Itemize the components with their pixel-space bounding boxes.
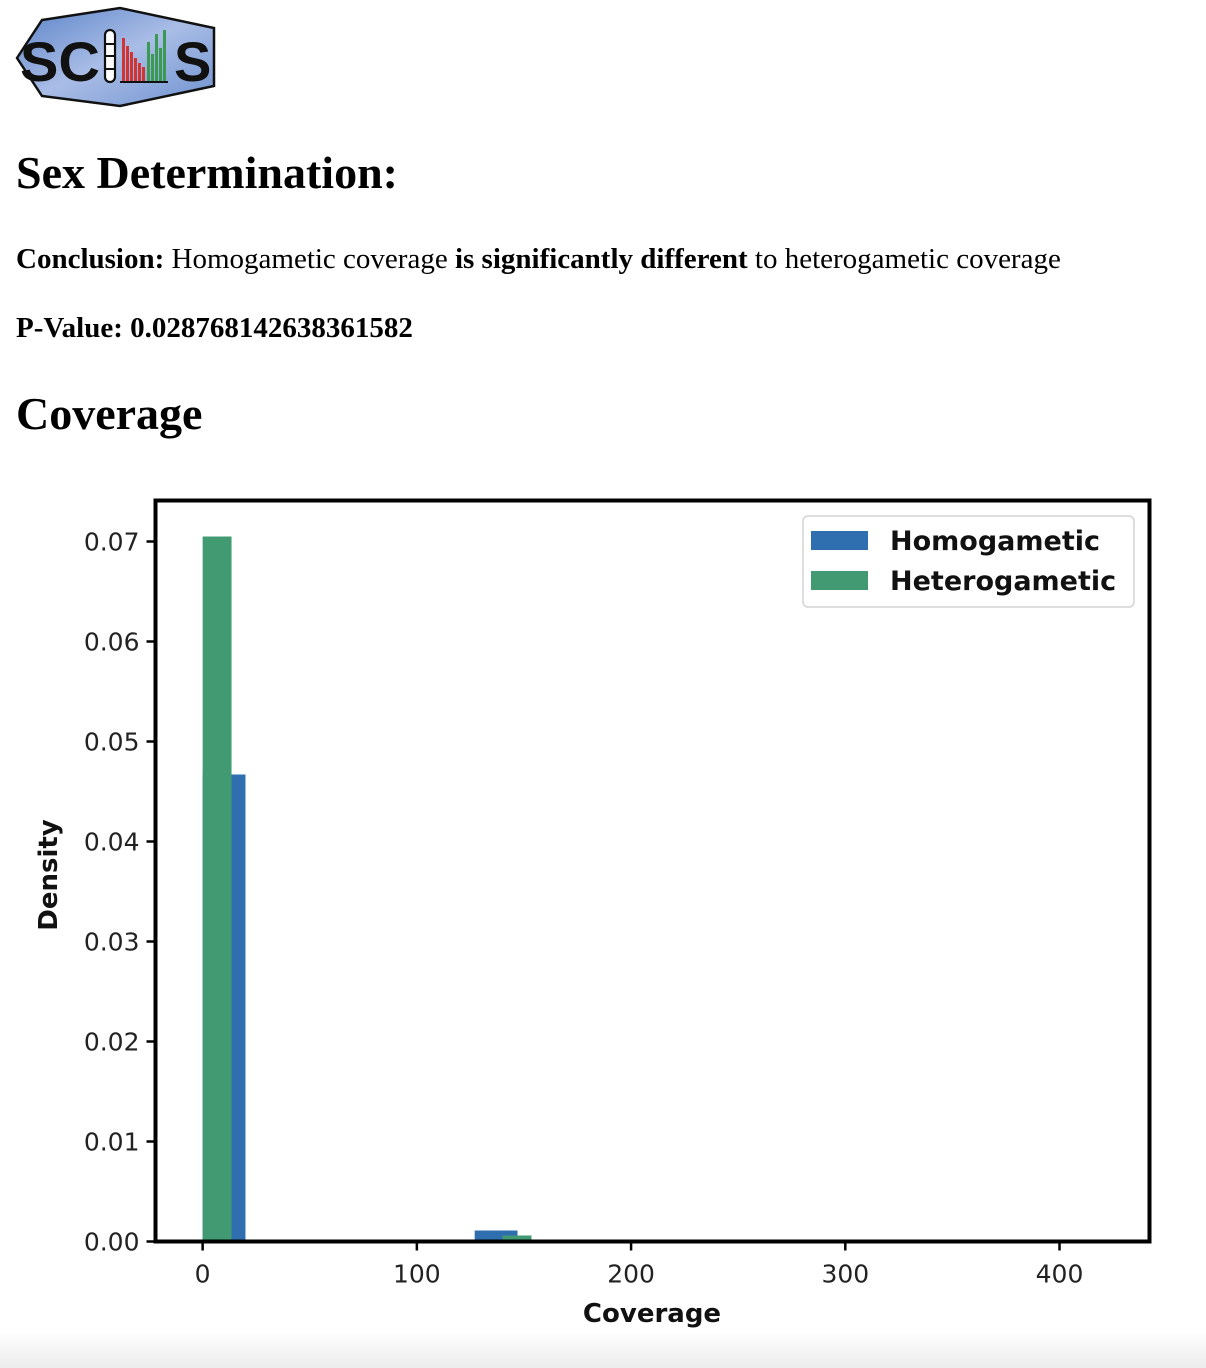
coverage-histogram: 0.00 0.01 0.02 0.03 0.04 0.05 0.06 0.07 0 100 200… bbox=[34, 498, 1152, 1329]
logo-letters-left: SC bbox=[20, 30, 100, 93]
x-tick-label: 400 bbox=[1036, 1260, 1084, 1289]
x-axis-ticks: 0 100 200 300 400 bbox=[195, 1241, 1084, 1289]
x-tick-label: 0 bbox=[195, 1260, 211, 1289]
y-tick-label: 0.01 bbox=[84, 1128, 140, 1157]
pvalue-label: P-Value: bbox=[16, 312, 123, 344]
conclusion-emphasis: is significantly different bbox=[454, 243, 748, 275]
bar-heterogametic-1 bbox=[502, 1235, 532, 1242]
bar-homogametic-1 bbox=[474, 1230, 518, 1242]
pvalue-value: 0.028768142638361582 bbox=[130, 312, 413, 344]
x-tick-label: 300 bbox=[821, 1260, 869, 1289]
x-tick-label: 100 bbox=[393, 1260, 441, 1289]
y-axis-label: Density bbox=[34, 819, 64, 931]
chart-legend: Homogametic Heterogametic bbox=[802, 515, 1135, 608]
plot-frame bbox=[153, 498, 1152, 1244]
conclusion-text-end: to heterogametic coverage bbox=[754, 243, 1061, 275]
conclusion-text-start: Homogametic coverage bbox=[171, 243, 448, 275]
y-tick-label: 0.02 bbox=[84, 1028, 140, 1057]
y-tick-label: 0.06 bbox=[84, 628, 140, 657]
x-axis-label: Coverage bbox=[583, 1299, 721, 1329]
y-tick-label: 0.05 bbox=[84, 728, 140, 757]
legend-label-heterogametic: Heterogametic bbox=[890, 566, 1116, 597]
histogram-bars bbox=[202, 536, 532, 1242]
logo-letters-right: S bbox=[174, 30, 211, 93]
conclusion-label: Conclusion: bbox=[16, 243, 165, 275]
y-tick-label: 0.00 bbox=[84, 1228, 140, 1257]
sex-determination-heading: Sex Determination: bbox=[16, 147, 398, 198]
x-tick-label: 200 bbox=[607, 1260, 655, 1289]
scims-logo: SC S bbox=[15, 6, 216, 108]
coverage-heading: Coverage bbox=[16, 388, 203, 439]
bar-heterogametic-0 bbox=[202, 536, 232, 1242]
conclusion-line: Conclusion: Homogametic coverage is sign… bbox=[16, 243, 1061, 276]
legend-swatch-homogametic bbox=[811, 531, 868, 550]
bar-chart-icon bbox=[120, 30, 168, 83]
legend-swatch-heterogametic bbox=[811, 571, 868, 590]
pvalue-line: P-Value: 0.028768142638361582 bbox=[16, 312, 413, 345]
y-tick-label: 0.03 bbox=[84, 928, 140, 957]
legend-label-homogametic: Homogametic bbox=[890, 526, 1100, 557]
y-tick-label: 0.04 bbox=[84, 828, 140, 857]
y-tick-label: 0.07 bbox=[84, 528, 140, 557]
y-axis-ticks: 0.00 0.01 0.02 0.03 0.04 0.05 0.06 0.07 bbox=[84, 528, 156, 1257]
legend-box bbox=[802, 515, 1135, 608]
chromosome-icon bbox=[103, 28, 117, 84]
